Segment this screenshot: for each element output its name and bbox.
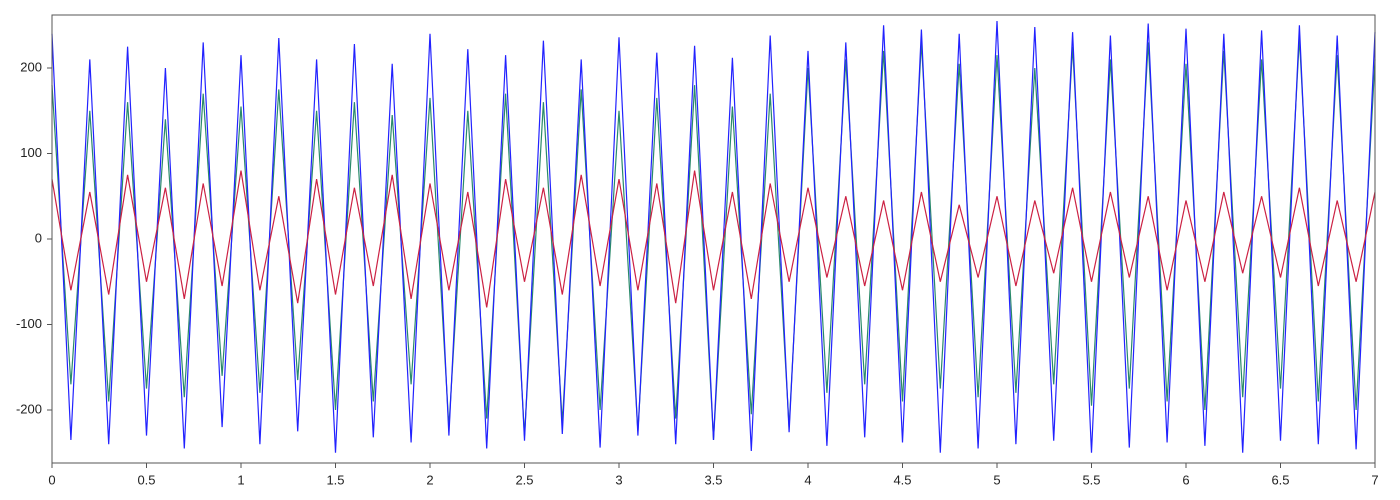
x-tick-label: 0.5: [137, 472, 155, 487]
x-tick-label: 1.5: [326, 472, 344, 487]
x-tick-label: 6.5: [1271, 472, 1289, 487]
series-line: [51, 20, 1376, 453]
y-tick-label: 100: [20, 145, 42, 160]
x-tick-label: 4: [804, 472, 811, 487]
x-tick-label: 2: [426, 472, 433, 487]
series-line: [51, 170, 1376, 308]
y-tick-label: -200: [16, 401, 42, 416]
x-tick-label: 3.5: [704, 472, 722, 487]
x-tick-label: 4.5: [893, 472, 911, 487]
x-tick-label: 5: [993, 472, 1000, 487]
x-tick-label: 6: [1182, 472, 1189, 487]
x-tick-label: 7: [1371, 472, 1378, 487]
x-tick-label: 5.5: [1082, 472, 1100, 487]
y-tick-label: 200: [20, 59, 42, 74]
y-tick-label: -100: [16, 316, 42, 331]
x-tick-label: 0: [48, 472, 55, 487]
y-tick-label: 0: [35, 230, 42, 245]
x-tick-label: 2.5: [515, 472, 533, 487]
x-tick-label: 3: [615, 472, 622, 487]
x-tick-label: 1: [237, 472, 244, 487]
